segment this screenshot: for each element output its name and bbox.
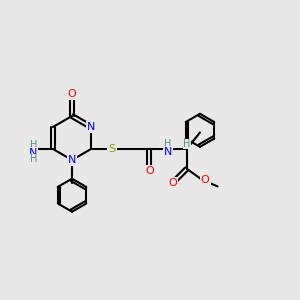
Text: H: H bbox=[30, 154, 37, 164]
Text: N: N bbox=[87, 122, 95, 132]
Text: H: H bbox=[164, 139, 172, 149]
Text: O: O bbox=[145, 166, 154, 176]
Text: H: H bbox=[183, 139, 190, 149]
Text: N: N bbox=[164, 147, 172, 157]
Text: O: O bbox=[68, 89, 76, 99]
Text: O: O bbox=[201, 175, 209, 185]
Text: H: H bbox=[30, 140, 37, 150]
Text: O: O bbox=[168, 178, 177, 188]
Text: N: N bbox=[68, 155, 76, 165]
Text: S: S bbox=[108, 144, 116, 154]
Text: N: N bbox=[29, 148, 38, 158]
